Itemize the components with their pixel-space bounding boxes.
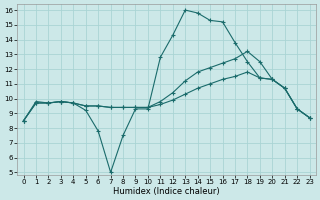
X-axis label: Humidex (Indice chaleur): Humidex (Indice chaleur) (113, 187, 220, 196)
